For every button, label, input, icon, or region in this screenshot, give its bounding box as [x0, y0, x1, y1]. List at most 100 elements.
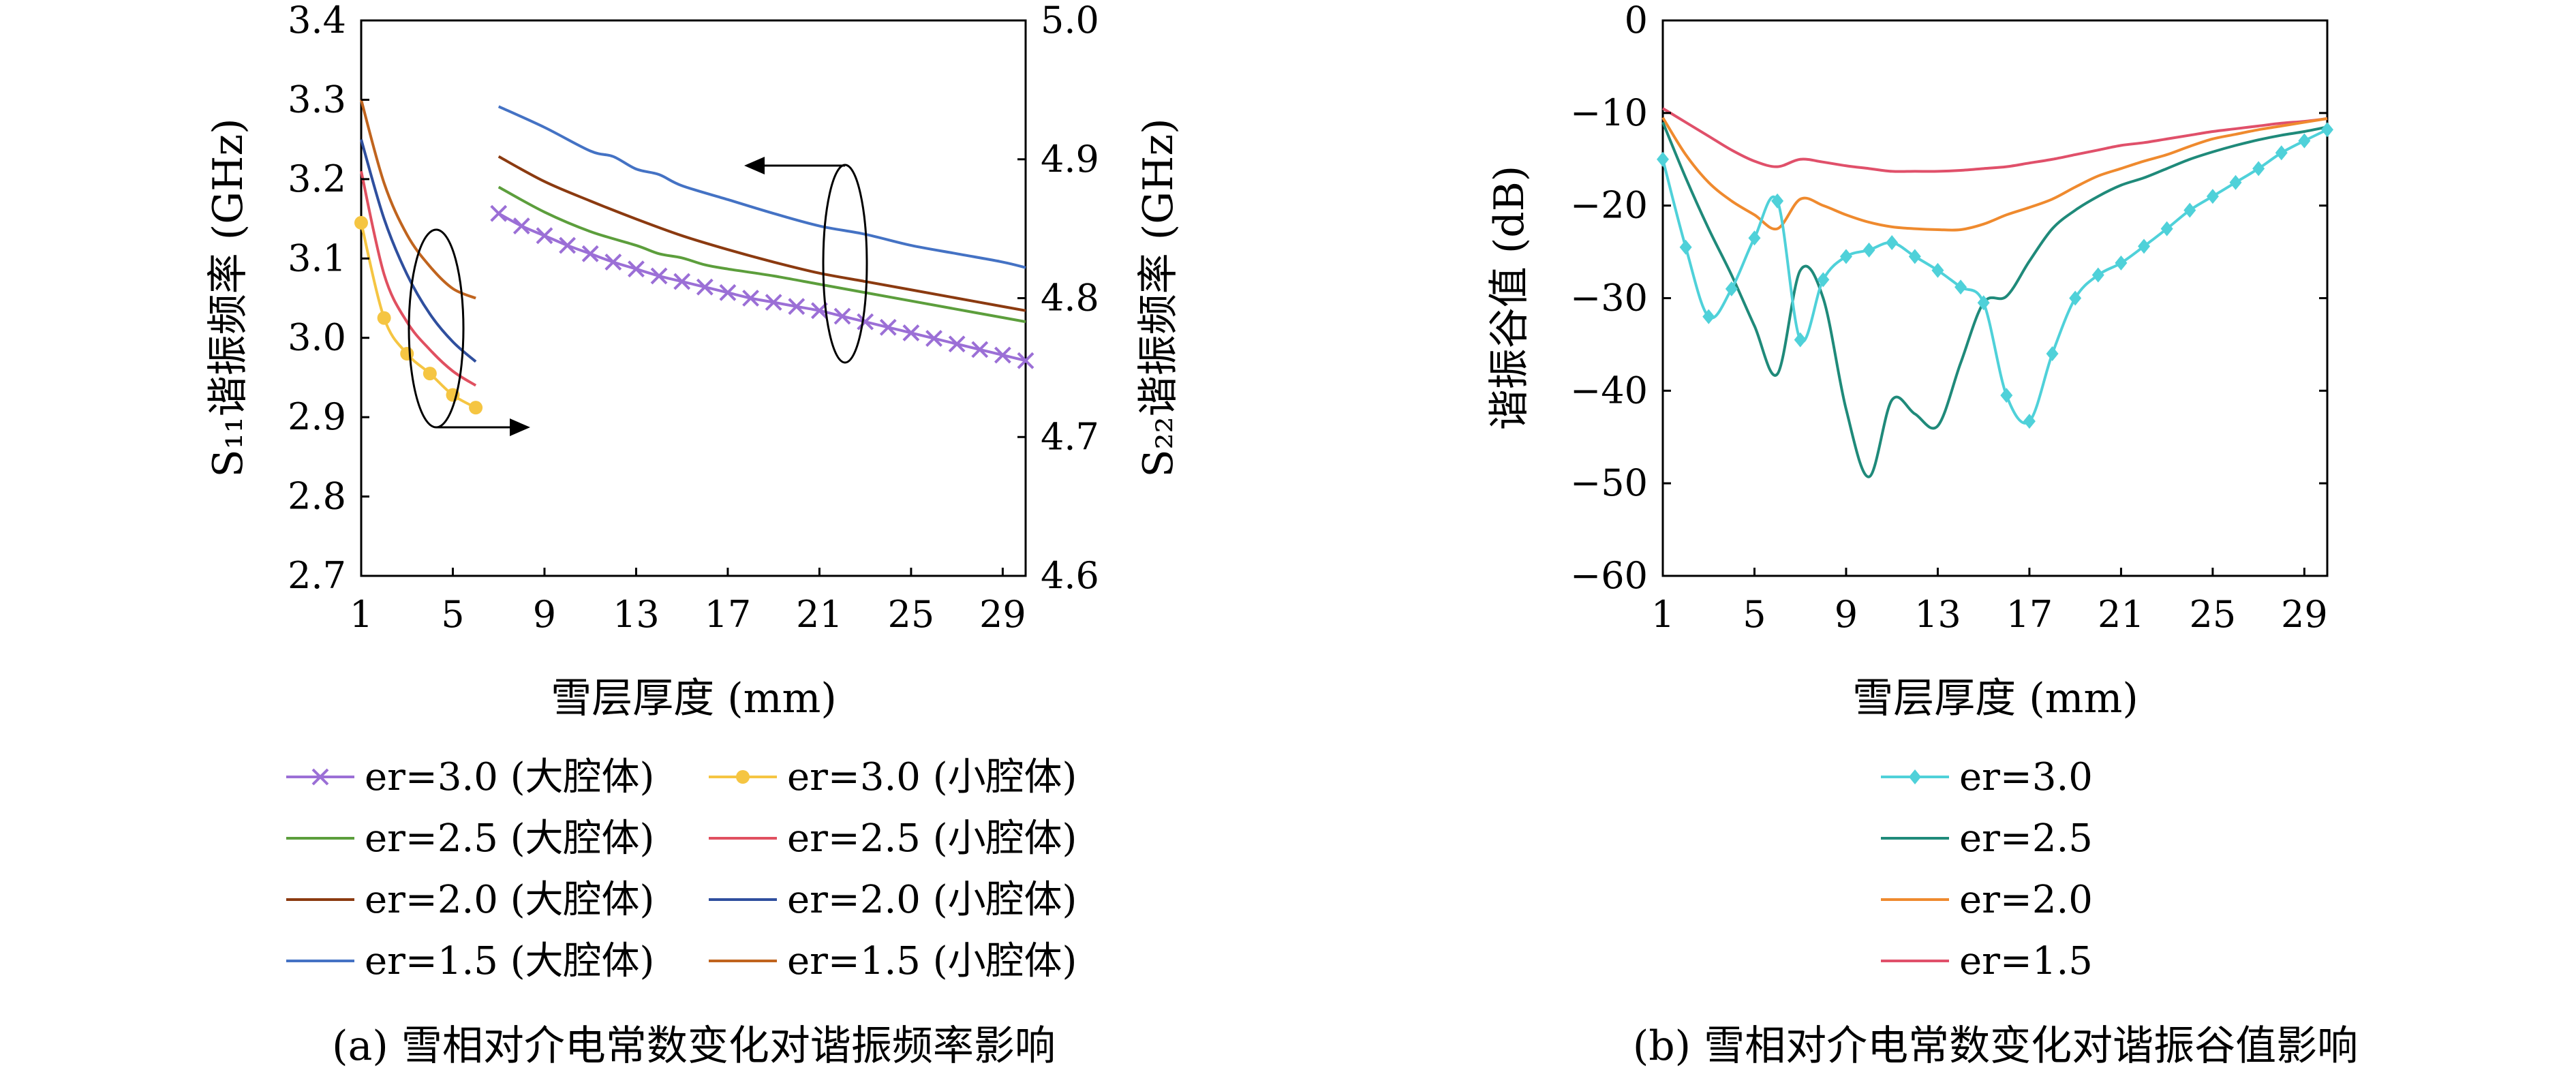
legend-label-a: er=2.0 (小腔体)	[787, 878, 1077, 922]
data-point-a-0-stroke	[788, 298, 806, 316]
legend-marker-a-stroke	[311, 768, 329, 786]
data-point-a-0	[994, 346, 1011, 364]
data-point-a-0-stroke	[650, 267, 668, 285]
legend-marker-a	[311, 768, 329, 786]
legend-label-a: er=3.0 (大腔体)	[365, 755, 654, 799]
x-tick-label-a: 29	[979, 593, 1026, 636]
data-point-b-0	[1954, 279, 1967, 295]
data-point-a-0-stroke	[765, 294, 782, 311]
data-point-a-0	[490, 204, 508, 222]
x-tick-label-b: 9	[1835, 593, 1858, 636]
series-line-b-2	[1661, 117, 2328, 232]
legend-label-b: er=1.5	[1959, 939, 2093, 983]
x-tick-label-a: 21	[796, 593, 843, 636]
y-tick-label-left-a: 3.3	[288, 78, 346, 121]
series-line-a-2	[497, 155, 1026, 312]
data-point-a-0-stroke	[994, 346, 1011, 364]
data-point-b-0	[2069, 290, 2082, 306]
x-tick-label-b: 17	[2006, 593, 2053, 636]
data-point-a-0-stroke	[512, 217, 530, 234]
data-point-b-0	[1977, 295, 1990, 311]
legend-label-a: er=2.5 (大腔体)	[365, 816, 654, 861]
data-point-a-4	[354, 215, 368, 230]
series-line-a-7	[360, 99, 476, 300]
data-point-a-0	[604, 254, 622, 271]
data-point-b-0	[2046, 346, 2059, 361]
x-tick-label-b: 25	[2190, 593, 2237, 636]
data-point-a-0-stroke	[536, 227, 553, 245]
y-tick-label-b: −10	[1570, 91, 1648, 134]
data-point-b-0	[2229, 174, 2242, 190]
y-tick-label-right-a: 4.7	[1041, 415, 1099, 458]
data-point-a-0	[1017, 352, 1034, 369]
data-point-b-0	[2091, 267, 2104, 283]
data-point-a-0	[650, 267, 668, 285]
data-point-b-0	[1657, 151, 1669, 167]
arrowhead-right	[510, 418, 530, 436]
data-point-a-0-stroke	[925, 330, 942, 348]
y-tick-label-right-a: 4.6	[1041, 554, 1099, 597]
y-tick-label-left-a: 3.1	[288, 236, 346, 279]
y-tick-label-b: −30	[1570, 277, 1648, 320]
series-line-b-0	[1661, 128, 2328, 425]
data-point-b-0	[1679, 239, 1692, 255]
y-tick-label-b: −50	[1570, 461, 1648, 504]
data-point-a-0	[536, 227, 553, 245]
data-point-b-0	[2206, 189, 2219, 204]
y-tick-label-b: 0	[1625, 0, 1648, 42]
data-point-b-0	[1748, 230, 1761, 246]
y-tick-label-right-a: 4.9	[1041, 138, 1099, 181]
data-point-b-0	[1839, 249, 1852, 264]
data-point-b-0	[2298, 133, 2311, 149]
data-point-b-0	[2321, 122, 2333, 138]
data-point-a-0	[719, 284, 737, 301]
data-point-a-0-stroke	[833, 307, 851, 325]
data-point-a-0-stroke	[948, 335, 966, 353]
data-point-a-0-stroke	[490, 204, 508, 222]
data-point-a-0	[879, 318, 897, 336]
x-tick-label-a: 5	[441, 593, 464, 636]
data-point-b-0	[1725, 281, 1738, 296]
data-point-a-0-stroke	[673, 273, 691, 290]
data-point-a-0-stroke	[857, 313, 874, 331]
data-point-a-0	[971, 341, 989, 358]
data-point-b-0	[2275, 145, 2288, 161]
x-tick-label-a: 9	[533, 593, 556, 636]
data-point-b-0	[2252, 161, 2265, 177]
data-point-a-0	[581, 245, 599, 262]
x-tick-label-b: 21	[2098, 593, 2145, 636]
y-axis-label-right-a: S₂₂谐振频率 (GHz)	[1135, 119, 1182, 478]
data-point-a-4	[377, 311, 391, 325]
data-point-a-0-stroke	[742, 290, 759, 307]
data-point-a-0	[696, 278, 714, 296]
data-point-a-0	[628, 260, 645, 278]
data-point-b-0	[1931, 262, 1944, 278]
legend-b: er=3.0 er=2.5 er=2.0 er=1.5	[1881, 755, 2093, 983]
data-point-b-0	[1771, 193, 1784, 209]
panel-a: 1 5 9 13 17 21 25 29 2.7 2.8 2.9 3.0 3.1 3.2 3.3 3.4 4.6…	[204, 0, 1182, 1070]
legend-label-a: er=3.0 (小腔体)	[787, 755, 1077, 799]
data-point-b-0	[1702, 309, 1715, 324]
data-point-a-0	[559, 236, 577, 254]
data-point-a-0	[833, 307, 851, 325]
data-point-a-0-stroke	[719, 284, 737, 301]
x-tick-label-a: 1	[350, 593, 373, 636]
legend-a: er=3.0 (大腔体) er=3.0 (小腔体) er=2.5 (大腔体) er=2…	[286, 755, 1077, 983]
x-axis-label-b: 雪层厚度 (mm)	[1852, 675, 2138, 722]
y-tick-label-left-a: 3.0	[288, 316, 346, 359]
data-point-a-0-stroke	[559, 236, 577, 254]
data-point-b-0	[1862, 242, 1875, 258]
x-tick-label-b: 5	[1743, 593, 1766, 636]
data-point-a-0	[948, 335, 966, 353]
data-point-a-4	[469, 401, 483, 415]
caption-b: (b) 雪相对介电常数变化对谐振谷值影响	[1633, 1022, 2358, 1070]
x-axis-label-a: 雪层厚度 (mm)	[551, 675, 837, 722]
legend-label-a: er=2.0 (大腔体)	[365, 878, 654, 922]
series-line-b-3	[1661, 107, 2328, 173]
data-point-a-0-stroke	[1017, 352, 1034, 369]
legend-label-a: er=1.5 (小腔体)	[787, 939, 1077, 983]
legend-marker-b	[1909, 769, 1921, 784]
x-tick-label-b: 29	[2281, 593, 2328, 636]
data-point-b-0	[2183, 202, 2196, 218]
